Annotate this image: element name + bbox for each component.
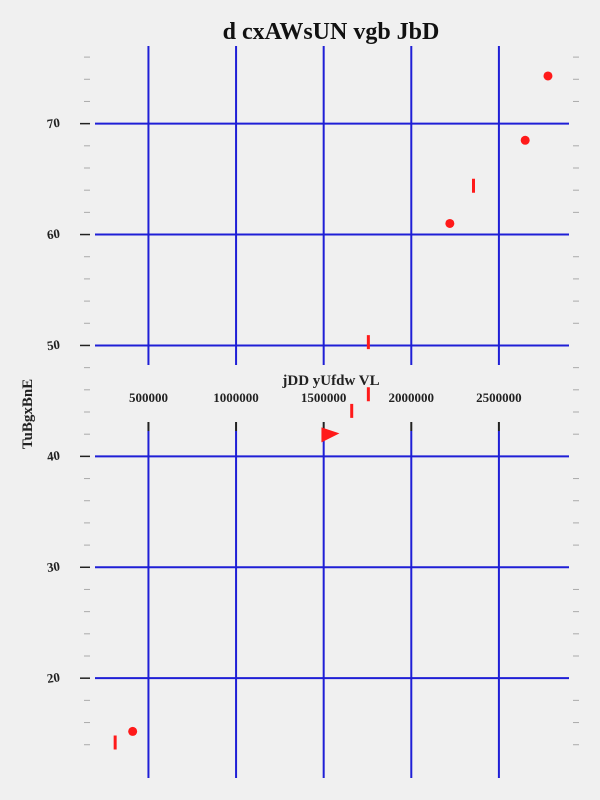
y-tick-label: 50 xyxy=(46,337,61,354)
chart-title: d cxAWsUN vgb JbD xyxy=(223,19,440,45)
y-tick-label: 30 xyxy=(46,558,61,575)
y-tick-label: 40 xyxy=(46,447,61,464)
x-axis-label: jDD yUfdw VL xyxy=(281,373,379,389)
data-point-circle xyxy=(543,71,553,81)
x-axis-ticks: 500000 1000000 1500000 2000000 2500000 xyxy=(129,390,522,431)
minor-ticks xyxy=(84,56,579,746)
x-tick-label: 2500000 xyxy=(476,390,522,405)
data-points xyxy=(113,71,553,750)
x-tick-label: 2000000 xyxy=(389,390,435,405)
y-tick-label: 60 xyxy=(46,226,61,243)
y-tick-label: 20 xyxy=(46,669,61,686)
y-axis-ticks: 20 30 40 50 60 70 xyxy=(46,115,90,686)
x-tick-label: 1500000 xyxy=(301,390,347,405)
data-point-triangle xyxy=(321,427,340,443)
x-axis-label-band xyxy=(98,365,566,431)
x-tick-label: 1000000 xyxy=(213,390,259,405)
y-tick-label: 70 xyxy=(46,115,61,132)
data-point-circle xyxy=(445,218,455,228)
data-point-circle xyxy=(520,135,530,145)
y-axis-label: TuBgxBnE xyxy=(20,379,36,449)
x-tick-label: 500000 xyxy=(129,390,168,405)
data-point-circle xyxy=(128,726,138,736)
